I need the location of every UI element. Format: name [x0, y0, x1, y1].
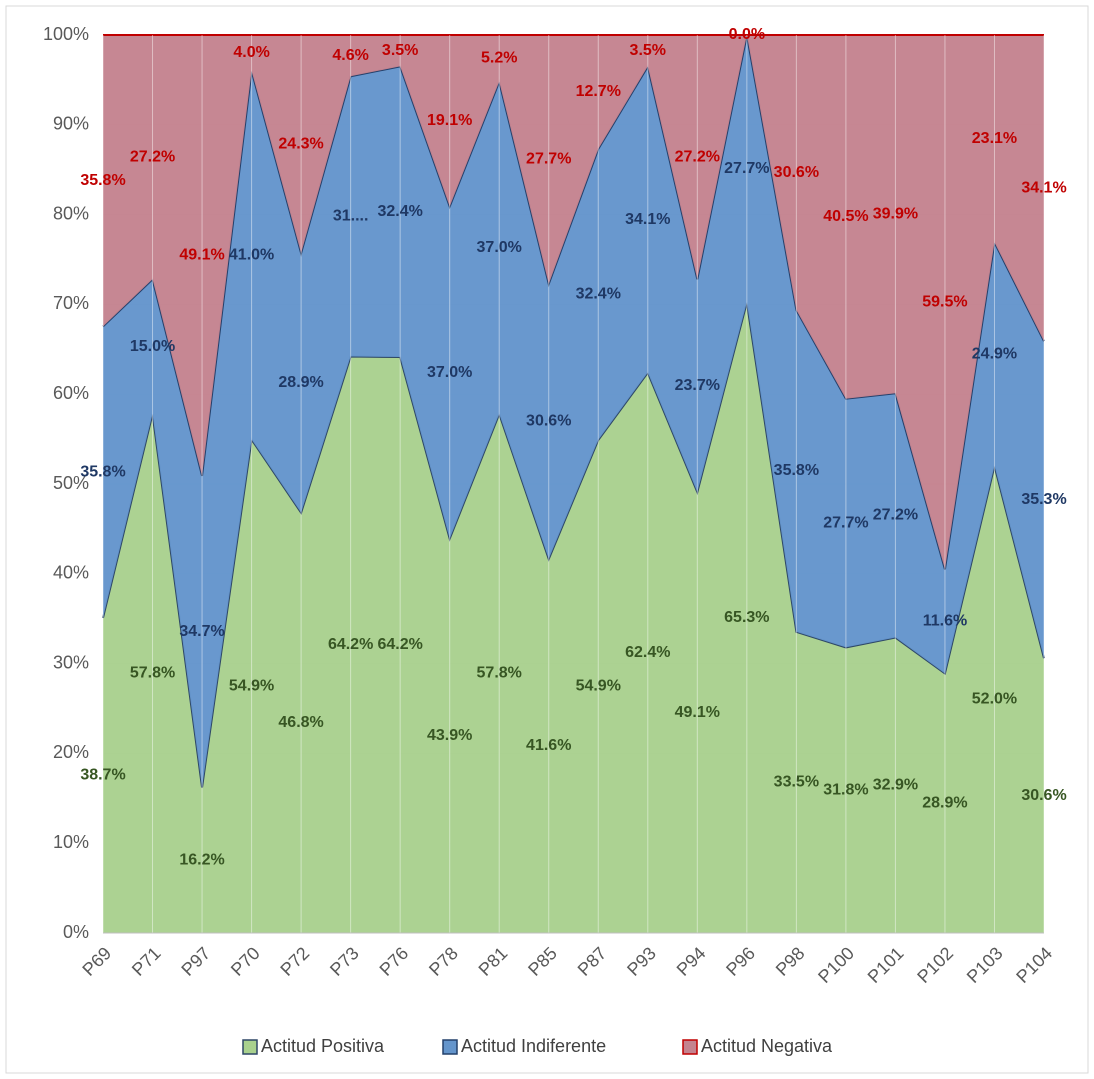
- area: [103, 35, 1044, 570]
- area: [103, 302, 1044, 933]
- data-label: 57.8%: [477, 665, 522, 682]
- data-label: 27.7%: [724, 160, 769, 177]
- data-label: 5.2%: [481, 50, 517, 67]
- y-tick-label: 50%: [53, 473, 89, 493]
- y-tick-label: 60%: [53, 383, 89, 403]
- data-label: 64.2%: [377, 636, 422, 653]
- data-label: 30.6%: [526, 413, 571, 430]
- y-tick-label: 70%: [53, 293, 89, 313]
- data-label: 41.0%: [229, 246, 274, 263]
- data-label: 30.6%: [1021, 787, 1066, 804]
- data-label: 0.0%: [729, 26, 765, 43]
- data-label: 32.4%: [576, 286, 621, 303]
- data-label: 32.9%: [873, 776, 918, 793]
- legend-swatch: [442, 1039, 458, 1055]
- data-label: 27.2%: [130, 148, 175, 165]
- data-label: 30.6%: [774, 164, 819, 181]
- y-tick-label: 0%: [63, 922, 89, 942]
- data-label: 62.4%: [625, 644, 670, 661]
- data-label: 49.1%: [179, 247, 224, 264]
- data-label: 35.8%: [80, 172, 125, 189]
- data-label: 11.6%: [923, 613, 967, 630]
- data-label: 46.8%: [278, 714, 323, 731]
- data-label: 49.1%: [675, 704, 720, 721]
- legend-label: Actitud Indiferente: [461, 1036, 606, 1056]
- y-tick-label: 40%: [53, 563, 89, 583]
- data-label: 28.9%: [922, 794, 967, 811]
- data-label: 34.1%: [625, 211, 670, 228]
- data-label: 39.9%: [873, 205, 918, 222]
- data-label: 35.8%: [80, 463, 125, 480]
- legend-label: Actitud Positiva: [261, 1036, 385, 1056]
- data-label: 27.2%: [873, 507, 918, 524]
- data-label: 59.5%: [922, 293, 967, 310]
- data-label: 34.1%: [1021, 179, 1066, 196]
- data-label: 16.2%: [179, 851, 224, 868]
- y-tick-label: 20%: [53, 742, 89, 762]
- data-label: 41.6%: [526, 737, 571, 754]
- legend-swatch: [682, 1039, 698, 1055]
- data-label: 57.8%: [130, 665, 175, 682]
- data-label: 27.7%: [823, 514, 868, 531]
- data-label: 12.7%: [576, 83, 621, 100]
- data-label: 35.8%: [774, 462, 819, 479]
- data-label: 24.3%: [278, 135, 323, 152]
- data-label: 23.1%: [972, 130, 1017, 147]
- data-label: 31.8%: [823, 781, 868, 798]
- data-label: 4.0%: [233, 44, 269, 61]
- data-label: 4.6%: [332, 47, 368, 64]
- data-label: 34.7%: [179, 623, 224, 640]
- y-tick-label: 30%: [53, 652, 89, 672]
- data-label: 37.0%: [477, 239, 522, 256]
- y-tick-label: 80%: [53, 203, 89, 223]
- data-label: 54.9%: [576, 678, 621, 695]
- data-label: 64.2%: [328, 636, 373, 653]
- data-label: 37.0%: [427, 364, 472, 381]
- data-label: 32.4%: [377, 203, 422, 220]
- data-label: 65.3%: [724, 609, 769, 626]
- data-label: 27.2%: [675, 148, 720, 165]
- data-label: 23.7%: [675, 377, 720, 394]
- legend-label: Actitud Negativa: [701, 1036, 833, 1056]
- data-label: 3.5%: [382, 42, 418, 59]
- data-label: 27.7%: [526, 151, 571, 168]
- data-label: 43.9%: [427, 727, 472, 744]
- data-label: 54.9%: [229, 677, 274, 694]
- legend-swatch: [242, 1039, 258, 1055]
- data-label: 31....: [333, 208, 369, 225]
- data-label: 19.1%: [427, 112, 472, 129]
- data-label: 35.3%: [1021, 491, 1066, 508]
- data-label: 24.9%: [972, 345, 1017, 362]
- y-tick-label: 90%: [53, 114, 89, 134]
- data-label: 3.5%: [630, 42, 666, 59]
- data-label: 15.0%: [130, 338, 175, 355]
- area: [103, 35, 1044, 788]
- y-tick-label: 100%: [43, 24, 89, 44]
- data-label: 52.0%: [972, 691, 1017, 708]
- data-label: 28.9%: [278, 374, 323, 391]
- data-label: 33.5%: [774, 774, 819, 791]
- data-label: 38.7%: [80, 767, 125, 784]
- data-label: 40.5%: [823, 208, 868, 225]
- y-tick-label: 10%: [53, 832, 89, 852]
